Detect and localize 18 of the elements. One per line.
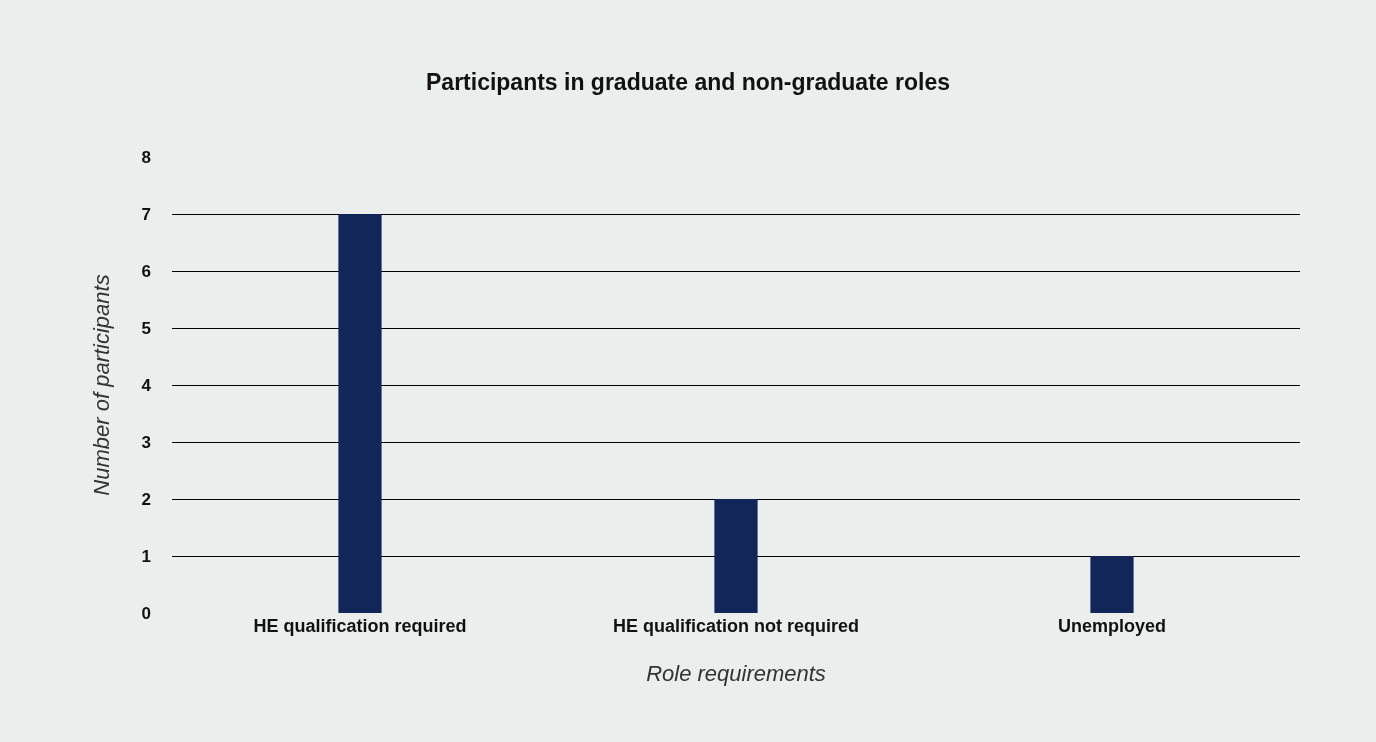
y-tick-label: 2 [141,489,151,509]
x-axis-title: Role requirements [646,660,826,686]
x-tick-label: HE qualification required [253,616,467,636]
bar [1090,556,1134,613]
y-tick-label: 5 [141,318,151,338]
bar [338,214,382,613]
x-tick-label: Unemployed [1057,616,1167,636]
y-tick-label: 0 [141,603,151,623]
y-tick-label: 1 [141,546,151,566]
y-tick-label: 7 [141,204,151,224]
y-tick-label: 8 [141,147,151,167]
y-tick-label: 3 [141,432,151,452]
y-tick-label: 6 [141,261,151,281]
y-tick-label: 4 [141,375,152,395]
chart-title: Participants in graduate and non-graduate roles [426,69,950,96]
bar [714,499,758,613]
x-tick-label: HE qualification not required [612,616,860,636]
y-axis-title: Number of participants [89,274,115,496]
